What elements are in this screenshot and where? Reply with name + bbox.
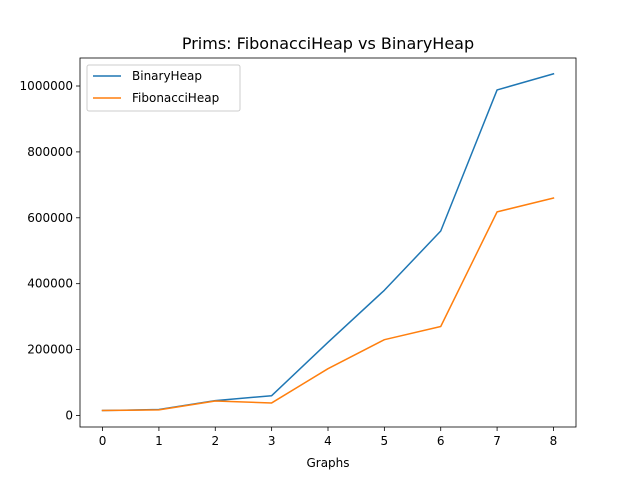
y-tick-label: 0: [65, 408, 73, 422]
legend: BinaryHeap FibonacciHeap: [86, 64, 241, 112]
x-axis-label: Graphs: [306, 456, 349, 470]
x-tick-label: 6: [437, 434, 445, 448]
series-line-binaryheap: [101, 72, 555, 412]
x-tick-label: 4: [324, 434, 332, 448]
legend-label: BinaryHeap: [132, 69, 202, 83]
x-tick-label: 2: [211, 434, 219, 448]
legend-box: [86, 64, 241, 112]
x-tick-label: 0: [99, 434, 107, 448]
x-axis: 0 1 2 3 4 5 6 7 8: [99, 427, 558, 448]
y-axis: 0 200000 400000 600000 800000 1000000: [20, 79, 80, 422]
x-tick-label: 3: [268, 434, 276, 448]
chart-title: Prims: FibonacciHeap vs BinaryHeap: [182, 34, 474, 53]
legend-label: FibonacciHeap: [132, 91, 219, 105]
x-tick-label: 8: [550, 434, 558, 448]
y-tick-label: 600000: [27, 211, 73, 225]
axes-frame: [79, 57, 577, 428]
plot-area: [79, 57, 577, 428]
x-tick-label: 7: [493, 434, 501, 448]
y-tick-label: 200000: [27, 343, 73, 357]
y-tick-label: 1000000: [20, 79, 73, 93]
y-tick-label: 800000: [27, 145, 73, 159]
series-line-fibonacciheap: [101, 197, 555, 412]
x-tick-label: 5: [381, 434, 389, 448]
y-tick-label: 400000: [27, 277, 73, 291]
x-tick-label: 1: [155, 434, 163, 448]
